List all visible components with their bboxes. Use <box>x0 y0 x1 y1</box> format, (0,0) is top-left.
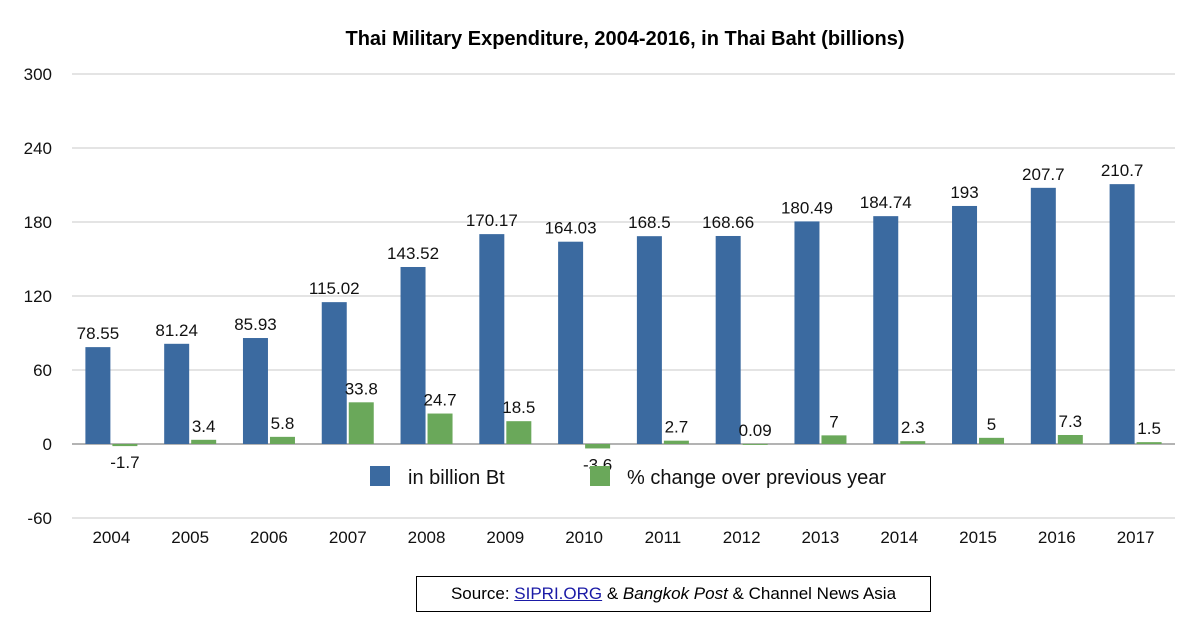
source-prefix: Source: <box>450 584 515 603</box>
bar-pct-change <box>663 440 689 444</box>
data-label-pct-change: 0.09 <box>739 421 772 440</box>
x-tick-label: 2005 <box>171 528 209 547</box>
legend-label-expenditure: in billion Bt <box>408 467 505 489</box>
data-label-expenditure: 143.52 <box>387 244 439 263</box>
x-tick-label: 2007 <box>329 528 367 547</box>
y-tick-label: 60 <box>33 361 52 380</box>
bar-expenditure <box>794 221 820 444</box>
data-label-pct-change: 2.3 <box>901 418 925 437</box>
data-label-expenditure: 170.17 <box>466 211 518 230</box>
bar-pct-change <box>506 421 532 444</box>
bar-pct-change <box>742 443 768 445</box>
y-tick-label: 300 <box>24 65 52 84</box>
data-label-expenditure: 85.93 <box>234 315 277 334</box>
bar-expenditure <box>85 347 111 444</box>
bar-pct-change <box>979 437 1005 444</box>
bar-pct-change <box>585 444 611 449</box>
source-link[interactable]: SIPRI.ORG <box>514 584 603 603</box>
bar-expenditure <box>400 266 426 444</box>
x-tick-label: 2016 <box>1038 528 1076 547</box>
x-tick-label: 2014 <box>880 528 918 547</box>
data-label-expenditure: 78.55 <box>77 324 120 343</box>
x-tick-label: 2008 <box>408 528 446 547</box>
bar-expenditure <box>636 236 662 444</box>
bar-expenditure <box>242 338 268 444</box>
bar-pct-change <box>1057 434 1083 444</box>
data-labels-layer: 78.55 -1.7 81.24 3.4 85.93 5.8 115.02 33.8 143.5… <box>77 161 1161 474</box>
bar-expenditure <box>952 205 978 444</box>
bar-pct-change <box>1136 442 1162 444</box>
x-axis-ticks: 2004 2005 2006 2007 2008 2009 2010 2011 2012 2013… <box>92 528 1154 547</box>
data-label-pct-change: 5.8 <box>271 414 295 433</box>
bar-pct-change <box>191 439 217 444</box>
y-tick-label: 240 <box>24 139 52 158</box>
y-tick-label: 0 <box>43 435 52 454</box>
data-label-pct-change: 5 <box>987 415 996 434</box>
data-label-pct-change: 24.7 <box>423 391 456 410</box>
data-label-pct-change: 33.8 <box>345 379 378 398</box>
data-label-pct-change: 2.7 <box>665 418 689 437</box>
x-tick-label: 2015 <box>959 528 997 547</box>
x-tick-label: 2006 <box>250 528 288 547</box>
data-label-expenditure: 180.49 <box>781 198 833 217</box>
bar-pct-change <box>112 444 138 447</box>
bar-expenditure <box>1109 184 1135 445</box>
data-label-expenditure: 184.74 <box>860 193 912 212</box>
bar-expenditure <box>715 235 741 444</box>
x-tick-label: 2010 <box>565 528 603 547</box>
bar-expenditure <box>558 241 584 444</box>
bar-pct-change <box>427 413 453 444</box>
bar-expenditure <box>164 343 190 444</box>
source-note: Source: SIPRI.ORG & Bangkok Post & Chann… <box>416 576 931 612</box>
y-axis-ticks: 300 240 180 120 60 0 -60 <box>24 65 52 528</box>
data-label-expenditure: 207.7 <box>1022 165 1065 184</box>
bar-expenditure <box>873 216 899 444</box>
data-label-pct-change: -1.7 <box>110 453 139 472</box>
bar-pct-change <box>348 402 374 444</box>
bar-pct-change <box>900 441 926 444</box>
data-label-expenditure: 115.02 <box>309 279 360 298</box>
source-separator: & <box>602 584 623 603</box>
chart-title: Thai Military Expenditure, 2004-2016, in… <box>345 28 905 50</box>
legend: in billion Bt % change over previous yea… <box>370 466 886 489</box>
source-suffix: & Channel News Asia <box>727 584 897 603</box>
grid-layer <box>72 73 1175 519</box>
x-tick-label: 2009 <box>486 528 524 547</box>
bar-pct-change <box>821 435 847 444</box>
bar-expenditure <box>479 234 505 444</box>
data-label-pct-change: 18.5 <box>502 398 535 417</box>
bars-layer <box>85 184 1162 449</box>
data-label-expenditure: 193 <box>950 183 978 202</box>
legend-swatch-pct-change <box>590 466 610 486</box>
data-label-pct-change: 7 <box>829 412 838 431</box>
x-tick-label: 2011 <box>645 528 682 547</box>
y-tick-label: 180 <box>24 213 52 232</box>
data-label-expenditure: 164.03 <box>545 219 597 238</box>
y-tick-label: 120 <box>24 287 52 306</box>
legend-label-pct-change: % change over previous year <box>627 467 886 489</box>
source-publication: Bangkok Post <box>622 584 728 603</box>
data-label-pct-change: 3.4 <box>192 417 216 436</box>
x-tick-label: 2013 <box>802 528 840 547</box>
y-tick-label: -60 <box>27 509 52 528</box>
bar-expenditure <box>321 302 347 444</box>
data-label-pct-change: 1.5 <box>1137 419 1161 438</box>
legend-swatch-expenditure <box>370 466 390 486</box>
data-label-expenditure: 81.24 <box>155 321 198 340</box>
bar-expenditure <box>1030 187 1056 444</box>
data-label-expenditure: 168.66 <box>702 213 754 232</box>
data-label-pct-change: 7.3 <box>1059 412 1083 431</box>
x-tick-label: 2004 <box>92 528 130 547</box>
x-tick-label: 2012 <box>723 528 761 547</box>
data-label-expenditure: 210.7 <box>1101 161 1144 180</box>
bar-pct-change <box>269 436 295 444</box>
x-tick-label: 2017 <box>1117 528 1155 547</box>
data-label-expenditure: 168.5 <box>628 213 671 232</box>
